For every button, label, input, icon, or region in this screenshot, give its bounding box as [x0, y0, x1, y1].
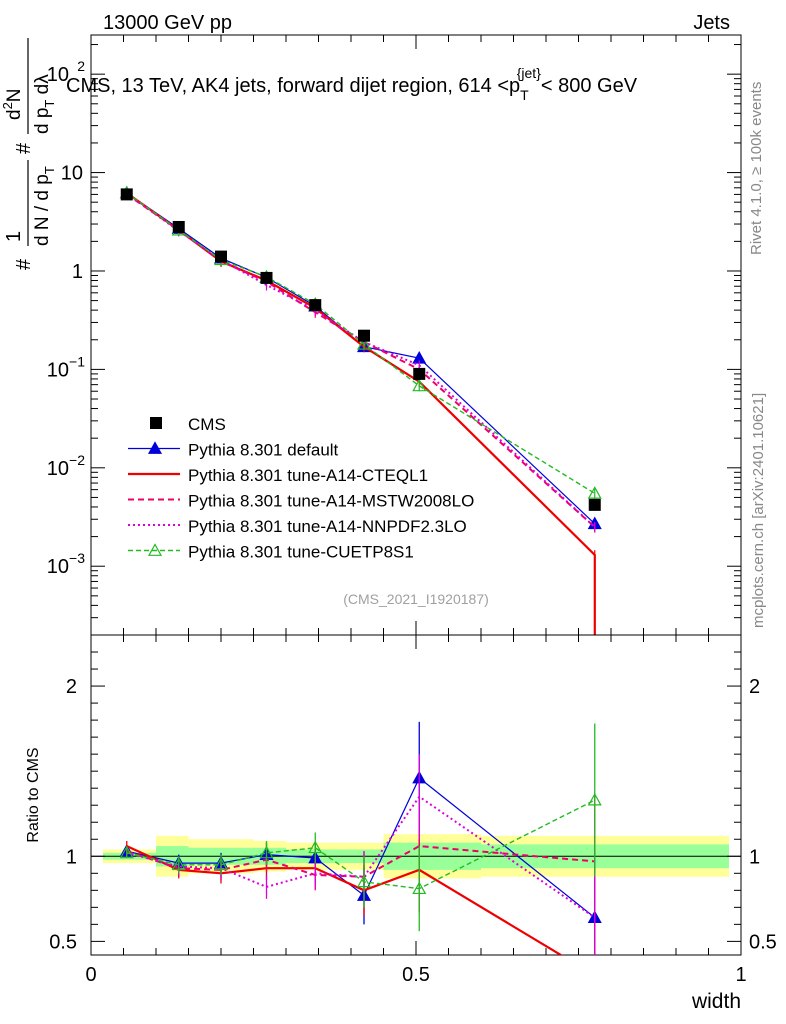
ratio-tick-label: 2	[66, 676, 77, 698]
legend-label: Pythia 8.301 tune-A14-NNPDF2.3LO	[188, 517, 467, 536]
ratio-tick-label-right: 0.5	[749, 931, 777, 953]
ratio-line	[126, 845, 595, 878]
header-process: Jets	[693, 12, 730, 34]
data-point	[120, 188, 133, 201]
data-point	[260, 271, 273, 284]
header-energy: 13000 GeV pp	[103, 12, 232, 34]
x-axis-label: width	[691, 990, 741, 1013]
y-tick-exponent: 2	[77, 58, 85, 74]
ratio-tick-label-right: 1	[749, 846, 760, 868]
data-point	[172, 220, 185, 233]
ratio-point	[412, 881, 427, 895]
y-tick-label: 10	[47, 359, 69, 381]
ratio-plot-frame	[90, 634, 742, 956]
ratio-point	[356, 874, 372, 888]
series-point	[412, 378, 427, 392]
plot-title-tail: < 800 GeV	[541, 75, 638, 97]
ratio-line	[126, 799, 596, 890]
series-line	[126, 192, 596, 494]
legend-marker	[147, 441, 163, 454]
series-line	[126, 192, 596, 525]
ratio-point	[119, 845, 134, 859]
legend-entry-3: Pythia 8.301 tune-A14-NNPDF2.3LO	[128, 517, 467, 536]
ratio-line	[126, 845, 563, 955]
data-point	[358, 329, 370, 342]
rivet-version-label: Rivet 4.1.0, ≥ 100k events	[748, 82, 765, 255]
data-point	[588, 498, 601, 511]
legend-entry-2: Pythia 8.301 tune-A14-MSTW2008LO	[128, 492, 474, 511]
y-tick-exponent: −1	[69, 353, 85, 369]
ratio-uncertainty-bands	[91, 834, 741, 879]
data-point	[309, 299, 322, 312]
data-point	[413, 367, 426, 380]
legend: CMS Pythia 8.301 default Pythia 8.301 tune…	[128, 415, 474, 562]
legend-label: CMS	[188, 415, 226, 434]
analysis-watermark: (CMS_2021_I1920187)	[343, 591, 489, 607]
cms-data	[120, 188, 601, 511]
legend-label: Pythia 8.301 tune-A14-MSTW2008LO	[188, 492, 474, 511]
y-label-hash1: #	[13, 258, 35, 270]
ratio-line	[126, 777, 596, 919]
ratio-tick-label: 0.5	[49, 931, 77, 953]
legend-entry-0: Pythia 8.301 default	[128, 441, 339, 460]
y-label-hash2: #	[13, 142, 35, 154]
ratio-point	[308, 840, 323, 854]
legend-label: Pythia 8.301 tune-A14-CTEQL1	[188, 466, 428, 485]
legend-entry-1: Pythia 8.301 tune-A14-CTEQL1	[128, 466, 428, 485]
legend-entry-cms: CMS	[150, 415, 226, 434]
data-point	[215, 250, 227, 263]
y-label-d1: d N / d pT	[32, 166, 57, 246]
plot-title-sub: T	[520, 87, 529, 103]
plot-title-main: CMS, 13 TeV, AK4 jets, forward dijet reg…	[66, 75, 520, 97]
ratio-axis-ticks: 0.5 0.51 12 20 0.5 1	[49, 634, 777, 986]
x-tick-label: 0	[85, 964, 96, 986]
plot-title: CMS, 13 TeV, AK4 jets, forward dijet reg…	[66, 65, 638, 103]
legend-marker	[150, 417, 162, 429]
legend-label: Pythia 8.301 default	[188, 441, 339, 460]
plot-title-sup: {jet}	[517, 65, 541, 81]
x-tick-label: 1	[735, 964, 746, 986]
ratio-plot: 0.5 0.51 12 20 0.5 1	[49, 634, 777, 986]
y-label-n2: d2N	[0, 88, 25, 120]
ratio-line	[126, 795, 596, 919]
ratio-point	[171, 857, 186, 871]
y-tick-label: 1	[72, 261, 83, 283]
legend-entry-4: Pythia 8.301 tune-CUETP8S1	[128, 543, 414, 562]
y-tick-label: 10	[61, 163, 83, 185]
main-series	[119, 185, 602, 635]
y-tick-exponent: −3	[69, 550, 85, 566]
ratio-tick-label-right: 2	[749, 676, 760, 698]
series-line	[126, 192, 596, 635]
ratio-y-label: Ratio to CMS	[25, 747, 42, 842]
series-point	[356, 337, 372, 350]
x-tick-label: 0.5	[402, 964, 430, 986]
ratio-point	[259, 845, 274, 859]
mcplots-label: mcplots.cern.ch [arXiv:2401.10621]	[750, 393, 767, 628]
series-1	[126, 188, 596, 635]
y-tick-exponent: −2	[69, 452, 85, 468]
y-tick-label: 10	[47, 64, 69, 86]
ratio-point	[587, 792, 602, 806]
y-tick-label: 10	[47, 458, 69, 480]
ratio-series	[119, 721, 602, 955]
y-label-d2: d pT dλ	[32, 74, 57, 134]
y-axis-label: # 1 d N / d pT # d2N d pT dλ	[0, 38, 57, 270]
series-point	[587, 486, 602, 499]
series-line	[126, 192, 596, 528]
ratio-series-4	[119, 723, 602, 932]
ratio-tick-label: 1	[66, 846, 77, 868]
ratio-point	[213, 857, 229, 871]
y-tick-label: 10	[47, 556, 69, 578]
legend-label: Pythia 8.301 tune-CUETP8S1	[188, 543, 414, 562]
legend-marker	[147, 543, 163, 556]
y-label-n1: 1	[3, 231, 25, 242]
